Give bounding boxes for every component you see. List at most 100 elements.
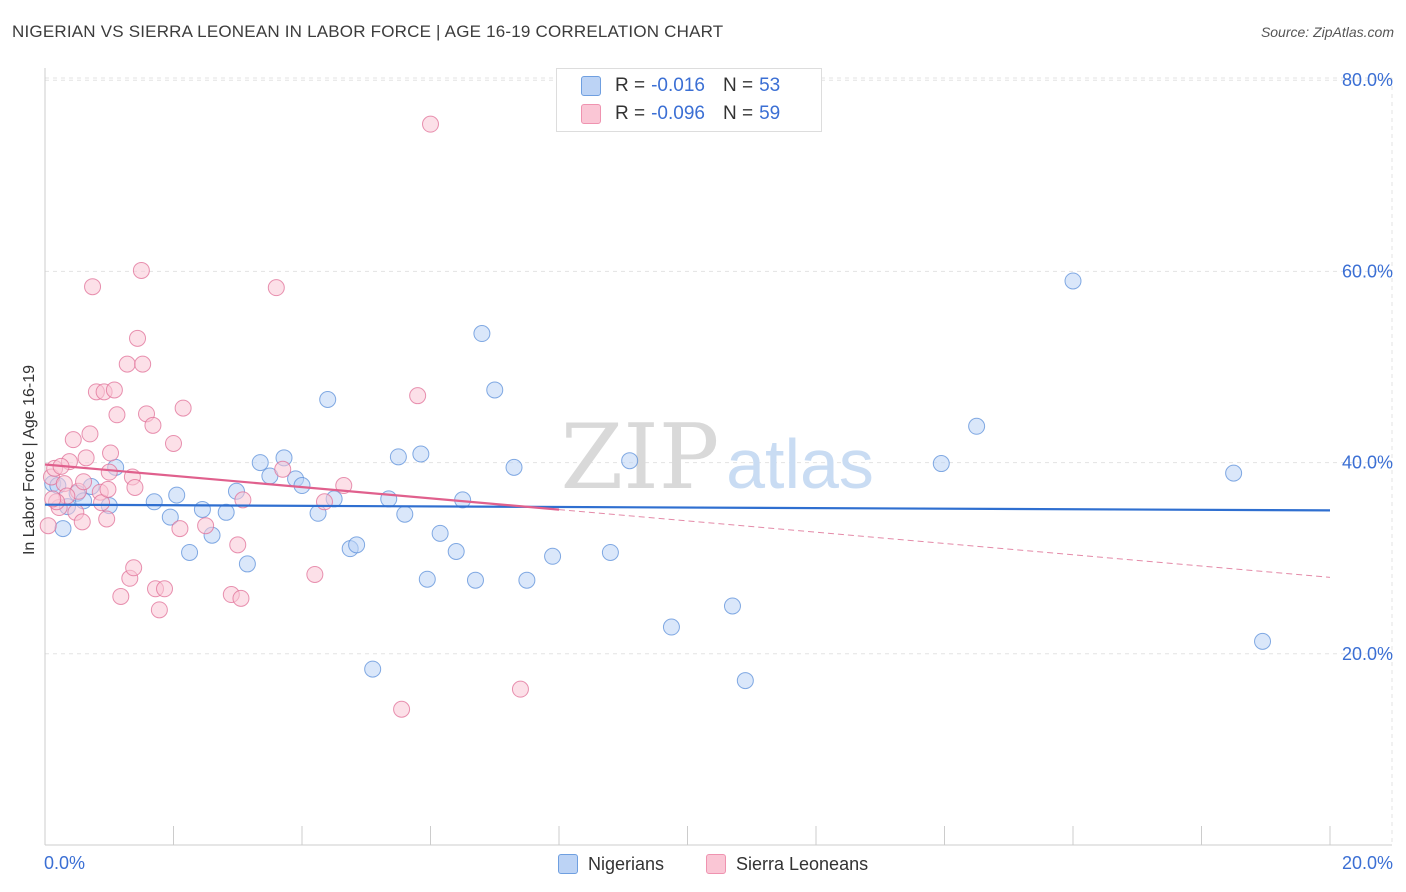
legend-swatch-nigerians: [581, 76, 601, 96]
point-sierra-leoneans: [112, 587, 130, 605]
bottom-legend-nigerians: Nigerians: [558, 851, 664, 877]
point-sierra-leoneans: [99, 480, 117, 498]
point-sierra-leoneans: [144, 416, 162, 434]
point-nigerians: [1254, 632, 1272, 650]
point-nigerians: [412, 445, 430, 463]
point-nigerians: [1064, 272, 1082, 290]
point-sierra-leoneans: [174, 399, 192, 417]
x-tick-label: 20.0%: [1342, 853, 1393, 873]
point-sierra-leoneans: [73, 513, 91, 531]
x-tick-label: 0.0%: [44, 853, 85, 873]
point-sierra-leoneans: [229, 536, 247, 554]
point-nigerians: [1225, 464, 1243, 482]
point-nigerians: [251, 454, 269, 472]
y-tick-label: 60.0%: [1342, 261, 1393, 281]
legend-r-value-sierra-leoneans: -0.096: [651, 103, 705, 124]
point-sierra-leoneans: [150, 601, 168, 619]
bottom-legend-swatch-nigerians: [558, 854, 578, 874]
y-tick-label: 40.0%: [1342, 453, 1393, 473]
point-nigerians: [168, 486, 186, 504]
watermark-atlas: atlas: [726, 425, 874, 503]
point-sierra-leoneans: [171, 520, 189, 538]
point-nigerians: [466, 571, 484, 589]
point-sierra-leoneans: [409, 387, 427, 405]
point-nigerians: [544, 547, 562, 565]
point-nigerians: [447, 543, 465, 561]
point-nigerians: [54, 520, 72, 538]
point-sierra-leoneans: [422, 115, 439, 133]
point-sierra-leoneans: [267, 279, 285, 297]
point-sierra-leoneans: [156, 580, 174, 598]
legend-row-sierra-leoneans: R = -0.096 N = 59: [581, 101, 780, 127]
point-nigerians: [621, 452, 639, 470]
point-nigerians: [601, 543, 619, 561]
legend-n-value-sierra-leoneans: 59: [759, 103, 781, 124]
point-nigerians: [473, 325, 491, 343]
legend-n-label: N =: [722, 75, 754, 96]
legend-r-label: R =: [615, 75, 646, 96]
point-sierra-leoneans: [126, 478, 144, 496]
point-nigerians: [932, 455, 950, 473]
point-nigerians: [418, 570, 436, 588]
point-sierra-leoneans: [98, 510, 116, 528]
point-sierra-leoneans: [118, 355, 136, 373]
point-nigerians: [505, 458, 523, 476]
point-nigerians: [217, 503, 235, 521]
axes: [44, 68, 1392, 846]
point-sierra-leoneans: [315, 493, 333, 511]
legend-n-value-nigerians: 53: [759, 75, 781, 96]
point-sierra-leoneans: [232, 589, 250, 607]
bottom-legend-swatch-sierra-leoneans: [706, 854, 726, 874]
point-nigerians: [968, 417, 986, 435]
point-sierra-leoneans: [75, 473, 93, 491]
bottom-legend-label-sierra-leoneans: Sierra Leoneans: [736, 853, 869, 874]
watermark-zip: ZIP: [561, 405, 720, 510]
data-points: [39, 115, 1272, 718]
point-sierra-leoneans: [100, 463, 118, 481]
point-sierra-leoneans: [234, 491, 252, 509]
point-nigerians: [161, 508, 179, 526]
point-nigerians: [396, 505, 414, 523]
point-nigerians: [736, 672, 754, 690]
point-sierra-leoneans: [129, 329, 147, 347]
point-sierra-leoneans: [64, 431, 82, 449]
point-nigerians: [319, 391, 337, 409]
trend-line-nigerians: [44, 503, 1331, 512]
legend-swatch-sierra-leoneans: [581, 104, 601, 124]
point-nigerians: [348, 536, 366, 554]
point-sierra-leoneans: [105, 381, 123, 399]
bottom-legend-label-nigerians: Nigerians: [588, 853, 665, 874]
point-sierra-leoneans: [108, 406, 126, 424]
point-nigerians: [193, 500, 211, 518]
point-sierra-leoneans: [77, 449, 95, 467]
bottom-legend-sierra-leoneans: Sierra Leoneans: [706, 851, 868, 877]
point-sierra-leoneans: [274, 460, 292, 478]
watermark: ZIP atlas: [561, 405, 874, 510]
point-nigerians: [364, 660, 382, 678]
point-sierra-leoneans: [125, 559, 143, 577]
point-sierra-leoneans: [306, 565, 324, 583]
legend-r-label: R =: [615, 103, 646, 124]
point-sierra-leoneans: [102, 444, 120, 462]
point-nigerians: [181, 543, 199, 561]
point-sierra-leoneans: [393, 700, 411, 718]
legend-n-label: N =: [722, 103, 754, 124]
point-sierra-leoneans: [84, 278, 102, 296]
point-sierra-leoneans: [197, 517, 215, 535]
point-nigerians: [518, 571, 536, 589]
point-nigerians: [431, 524, 449, 542]
point-sierra-leoneans: [134, 355, 152, 373]
trend-line-sierra-leoneans-extrapolated: [558, 509, 1331, 578]
legend-row-nigerians: R = -0.016 N = 53: [581, 73, 780, 99]
trend-lines: [44, 463, 1331, 578]
point-sierra-leoneans: [81, 425, 99, 443]
point-sierra-leoneans: [39, 517, 57, 535]
point-sierra-leoneans: [132, 261, 150, 279]
point-nigerians: [662, 618, 680, 636]
point-sierra-leoneans: [165, 434, 182, 452]
y-tick-label: 20.0%: [1342, 644, 1393, 664]
point-nigerians: [145, 493, 163, 511]
point-nigerians: [486, 381, 504, 399]
point-sierra-leoneans: [44, 490, 62, 508]
legend-r-value-nigerians: -0.016: [651, 75, 705, 96]
